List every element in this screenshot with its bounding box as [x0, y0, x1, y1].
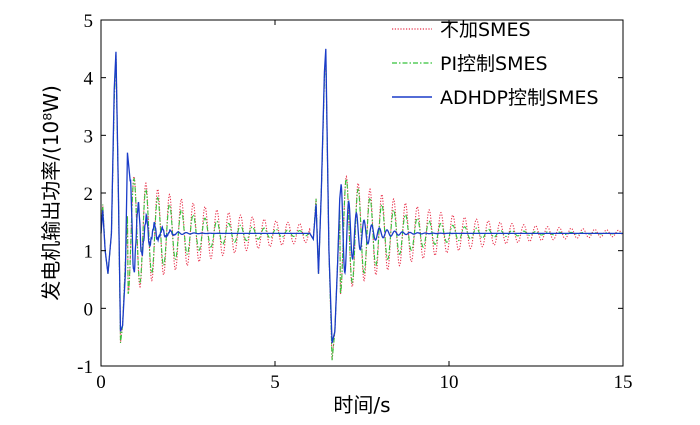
- x-tick-label: 0: [96, 372, 106, 393]
- x-tick-label: 10: [440, 372, 459, 393]
- series-line-0: [100, 54, 624, 361]
- x-tick-label: 15: [614, 372, 633, 393]
- legend: 不加SMES PI控制SMES ADHDP控制SMES: [392, 19, 599, 109]
- plot-area: [100, 48, 624, 361]
- legend-label-2: ADHDP控制SMES: [440, 87, 599, 109]
- y-tick-label: 1: [84, 242, 94, 263]
- y-tick-label: 0: [84, 299, 94, 320]
- x-tick-label: 5: [270, 372, 280, 393]
- y-tick-label: 4: [84, 69, 94, 90]
- series-line-2: [100, 48, 623, 344]
- y-axis-title: 发电机输出功率/(10⁸W): [39, 85, 63, 301]
- y-tick-label: 3: [84, 126, 94, 147]
- legend-label-0: 不加SMES: [440, 19, 531, 41]
- y-tick-label: -1: [77, 357, 93, 378]
- x-axis-title: 时间/s: [333, 393, 390, 417]
- y-tick-label: 5: [84, 11, 94, 32]
- y-tick-label: 2: [84, 184, 94, 205]
- legend-label-1: PI控制SMES: [440, 53, 548, 75]
